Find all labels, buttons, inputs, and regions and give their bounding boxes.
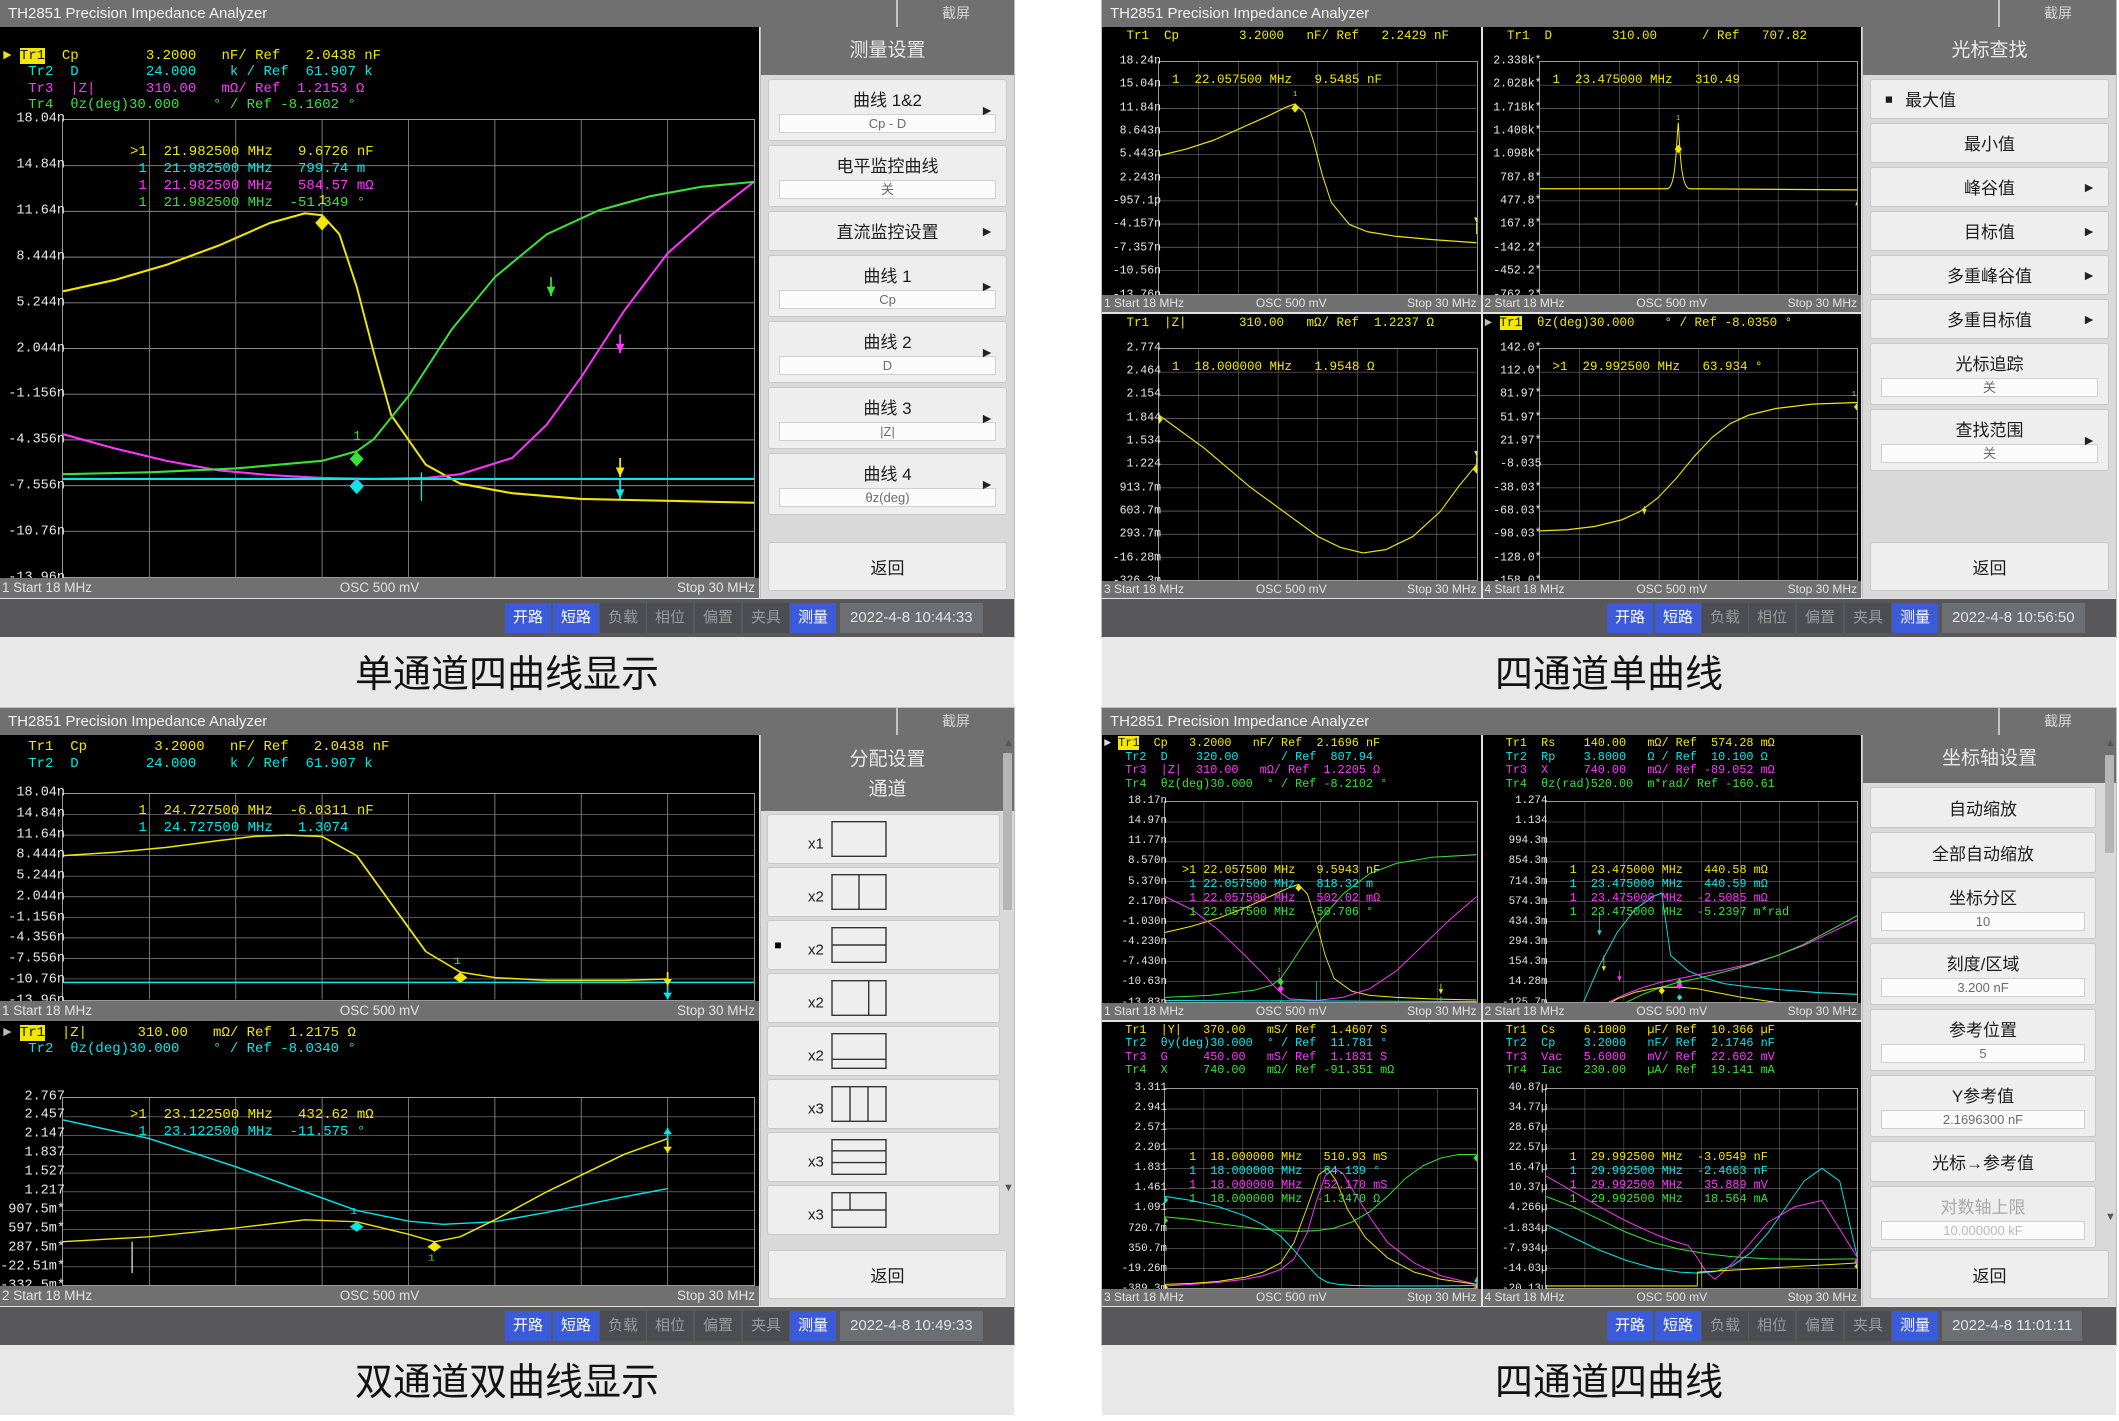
svg-text:1: 1 <box>1852 390 1856 399</box>
svg-text:1: 1 <box>1278 973 1282 980</box>
svg-text:1: 1 <box>453 955 461 967</box>
svg-text:1: 1 <box>353 429 361 445</box>
svg-text:1: 1 <box>1676 114 1680 123</box>
svg-text:1: 1 <box>350 1207 358 1217</box>
svg-text:1: 1 <box>1293 91 1297 100</box>
svg-text:1: 1 <box>428 1253 436 1263</box>
